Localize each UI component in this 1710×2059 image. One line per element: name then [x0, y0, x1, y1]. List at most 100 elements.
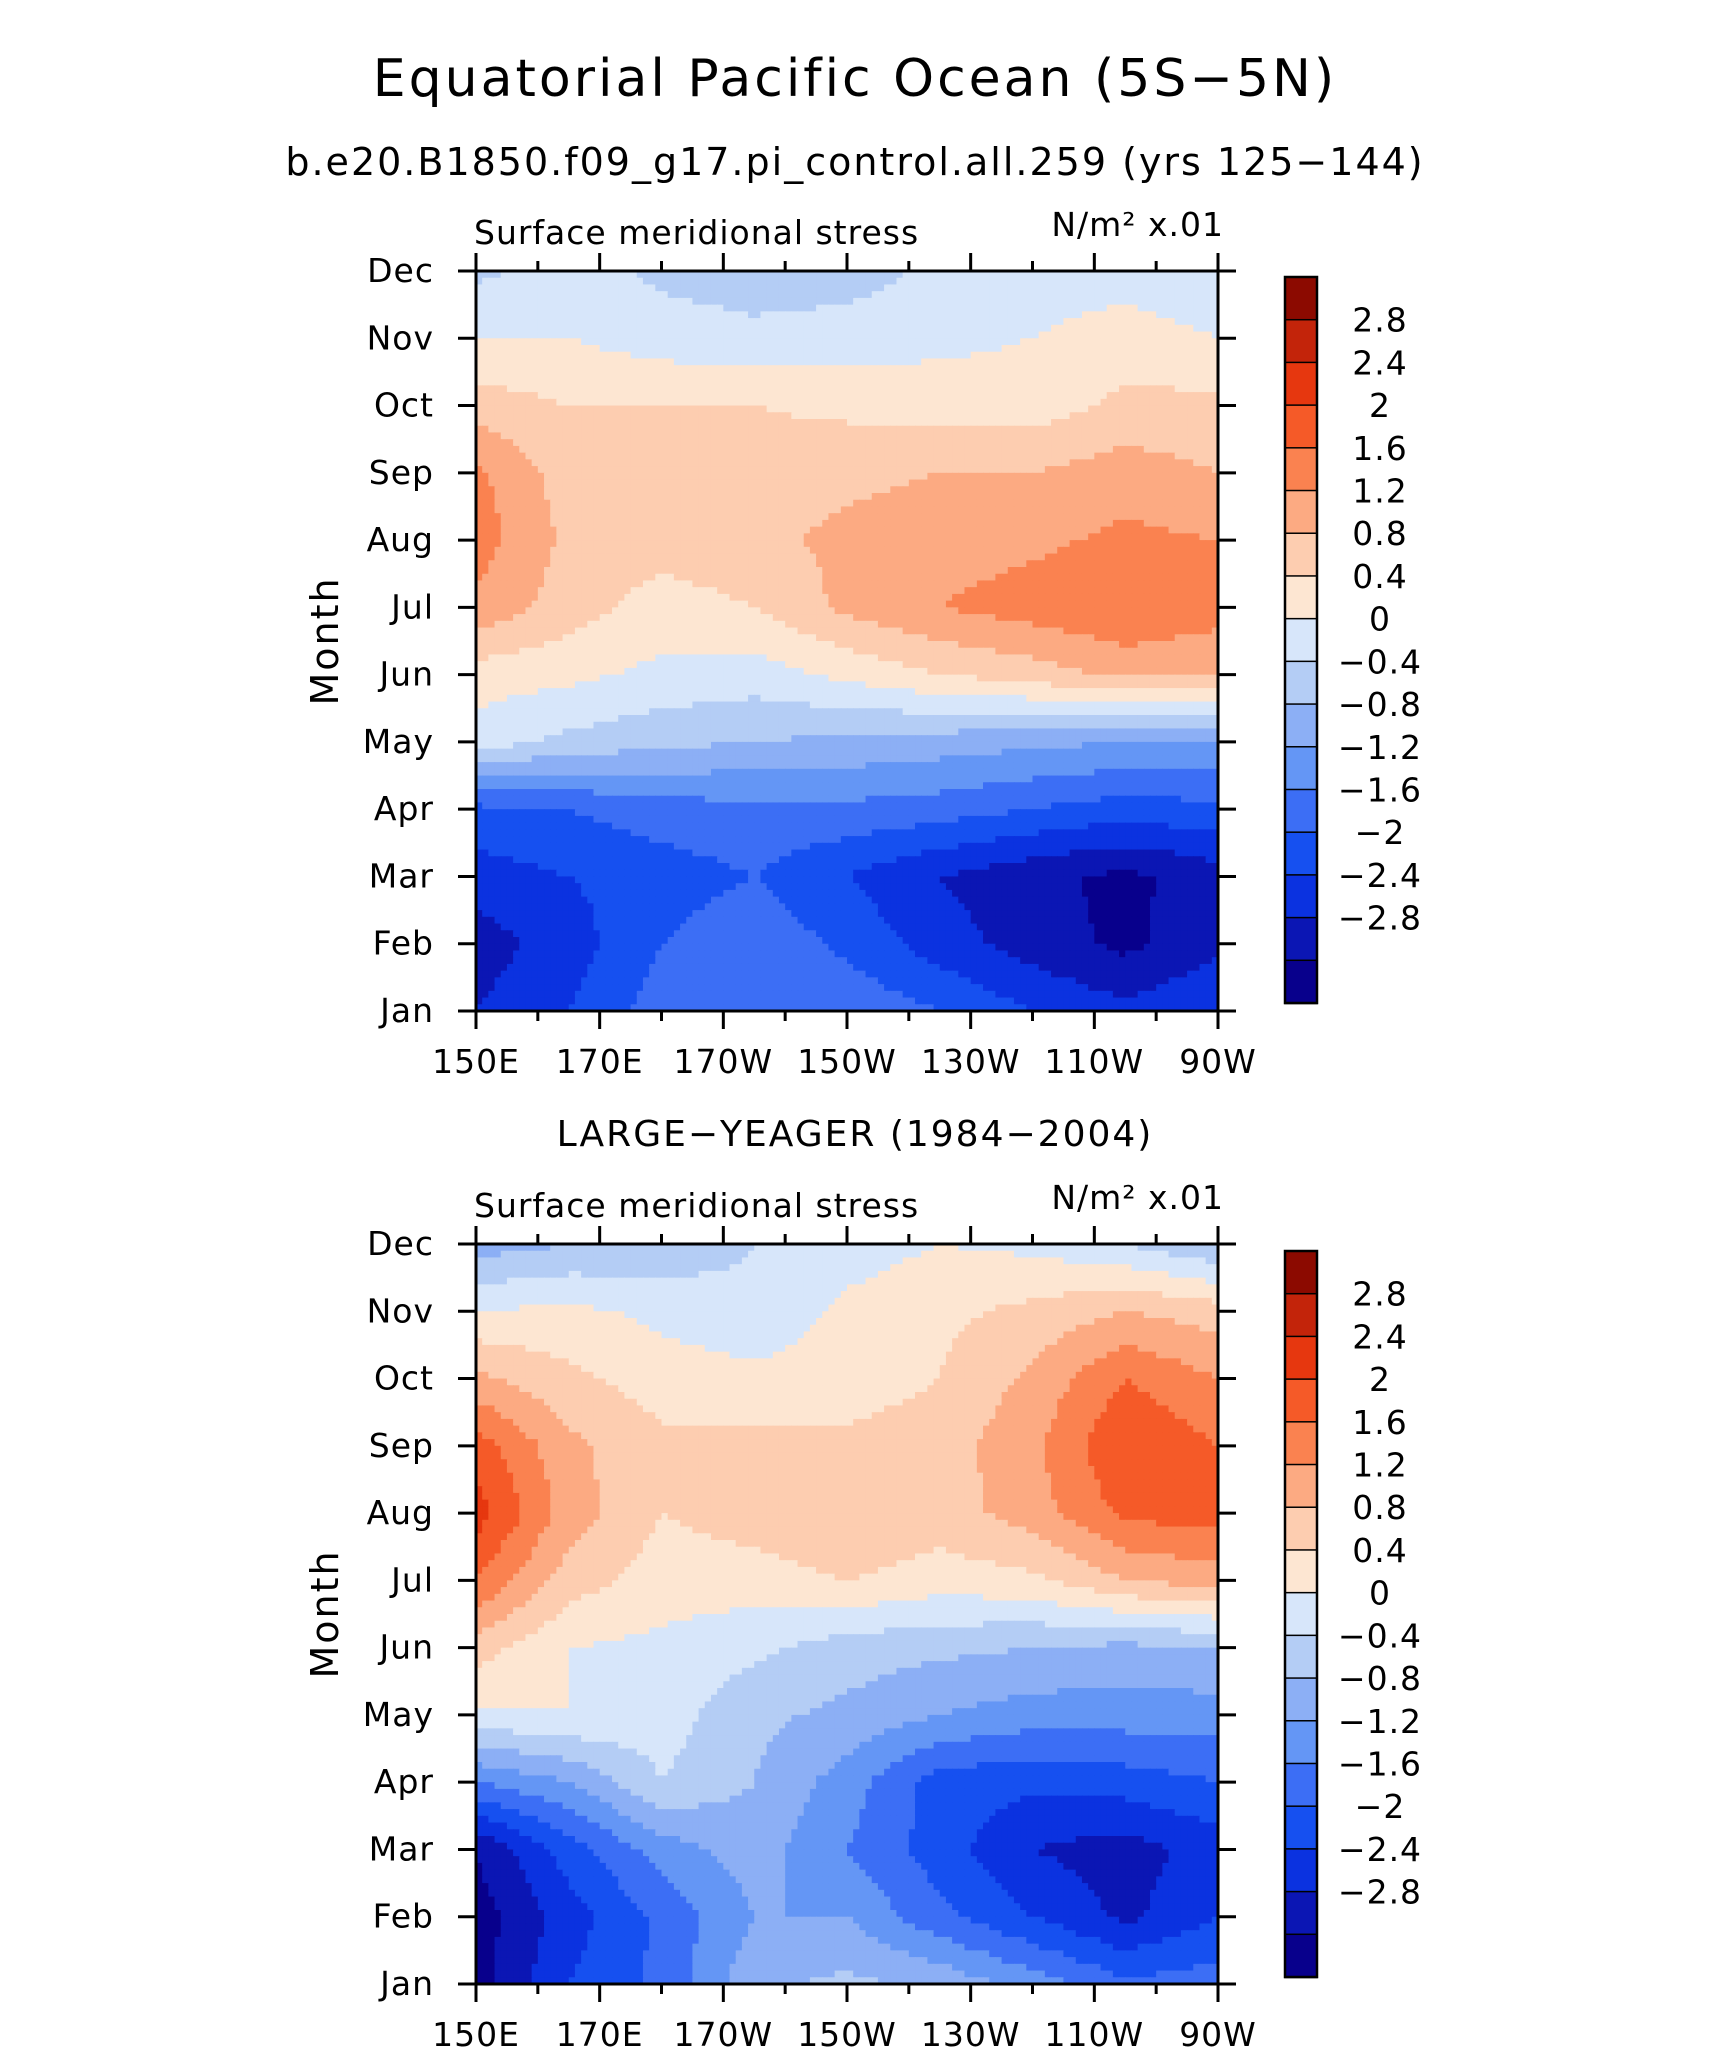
- contour-cell: [717, 439, 724, 446]
- contour-cell: [1057, 318, 1064, 325]
- contour-cell: [587, 459, 594, 466]
- contour-cell: [563, 513, 570, 520]
- contour-cell: [482, 419, 489, 426]
- contour-cell: [921, 372, 928, 379]
- contour-cell: [612, 466, 619, 473]
- contour-cell: [593, 379, 600, 386]
- contour-cell: [1026, 392, 1033, 399]
- contour-cell: [556, 446, 563, 453]
- contour-cell: [1187, 500, 1194, 507]
- contour-cell: [989, 513, 996, 520]
- contour-cell: [1020, 379, 1027, 386]
- contour-cell: [1076, 473, 1083, 480]
- contour-cell: [587, 426, 594, 433]
- contour-cell: [686, 480, 693, 487]
- contour-cell: [1187, 399, 1194, 406]
- contour-cell: [705, 392, 712, 399]
- contour-cell: [544, 419, 551, 426]
- contour-cell: [1125, 459, 1132, 466]
- contour-cell: [624, 358, 631, 365]
- contour-cell: [835, 338, 842, 345]
- contour-cell: [748, 533, 755, 540]
- contour-cell: [952, 305, 959, 312]
- contour-cell: [952, 480, 959, 487]
- contour-cell: [1070, 284, 1077, 291]
- contour-cell: [643, 493, 650, 500]
- contour-cell: [637, 480, 644, 487]
- contour-cell: [810, 291, 817, 298]
- contour-cell: [767, 540, 774, 547]
- contour-cell: [606, 325, 613, 332]
- contour-cell: [581, 520, 588, 527]
- contour-cell: [674, 392, 681, 399]
- contour-cell: [587, 345, 594, 352]
- contour-cell: [593, 426, 600, 433]
- contour-cell: [1131, 305, 1138, 312]
- contour-cell: [1175, 385, 1182, 392]
- contour-cell: [1138, 392, 1145, 399]
- contour-cell: [637, 533, 644, 540]
- contour-cell: [525, 412, 532, 419]
- contour-cell: [1144, 311, 1151, 318]
- contour-cell: [890, 520, 897, 527]
- contour-cell: [958, 318, 965, 325]
- contour-cell: [631, 527, 638, 534]
- contour-cell: [662, 284, 669, 291]
- contour-cell: [866, 500, 873, 507]
- contour-cell: [538, 318, 545, 325]
- contour-cell: [717, 345, 724, 352]
- contour-cell: [1150, 466, 1157, 473]
- contour-cell: [495, 453, 502, 460]
- contour-cell: [1199, 311, 1206, 318]
- contour-cell: [927, 419, 934, 426]
- contour-cell: [1162, 298, 1169, 305]
- contour-cell: [1026, 493, 1033, 500]
- contour-cell: [896, 318, 903, 325]
- contour-cell: [662, 446, 669, 453]
- contour-cell: [828, 392, 835, 399]
- contour-cell: [927, 527, 934, 534]
- contour-cell: [581, 459, 588, 466]
- contour-cell: [668, 352, 675, 359]
- contour-cell: [934, 439, 941, 446]
- contour-cell: [773, 278, 780, 285]
- contour-cell: [946, 332, 953, 339]
- contour-cell: [1113, 406, 1120, 413]
- contour-cell: [1193, 372, 1200, 379]
- contour-cell: [563, 466, 570, 473]
- contour-cell: [631, 540, 638, 547]
- contour-cell: [680, 291, 687, 298]
- contour-cell: [1131, 473, 1138, 480]
- contour-cell: [538, 493, 545, 500]
- contour-cell: [934, 453, 941, 460]
- contour-cell: [989, 399, 996, 406]
- contour-cell: [1119, 520, 1126, 527]
- contour-cell: [884, 358, 891, 365]
- contour-cell: [1193, 284, 1200, 291]
- contour-cell: [1169, 338, 1176, 345]
- contour-cell: [711, 527, 718, 534]
- contour-cell: [847, 318, 854, 325]
- contour-cell: [828, 311, 835, 318]
- contour-cell: [896, 520, 903, 527]
- contour-cell: [934, 527, 941, 534]
- contour-cell: [1119, 527, 1126, 534]
- contour-cell: [692, 419, 699, 426]
- contour-cell: [785, 365, 792, 372]
- contour-cell: [804, 486, 811, 493]
- contour-cell: [1131, 358, 1138, 365]
- contour-cell: [859, 439, 866, 446]
- contour-cell: [637, 352, 644, 359]
- contour-cell: [878, 533, 885, 540]
- contour-cell: [971, 291, 978, 298]
- contour-cell: [532, 385, 539, 392]
- contour-cell: [940, 419, 947, 426]
- contour-cell: [989, 338, 996, 345]
- contour-cell: [1051, 419, 1058, 426]
- contour-cell: [946, 533, 953, 540]
- contour-cell: [742, 513, 749, 520]
- contour-cell: [581, 318, 588, 325]
- contour-cell: [525, 358, 532, 365]
- contour-cell: [1033, 284, 1040, 291]
- contour-cell: [884, 379, 891, 386]
